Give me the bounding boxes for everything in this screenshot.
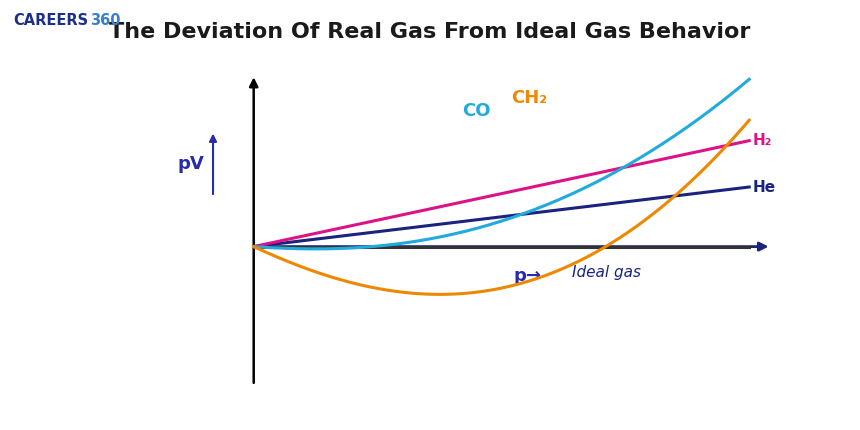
Text: The Deviation Of Real Gas From Ideal Gas Behavior: The Deviation Of Real Gas From Ideal Gas… <box>109 22 751 42</box>
Text: pV: pV <box>177 155 204 173</box>
Text: Ideal gas: Ideal gas <box>572 265 641 280</box>
Text: p→: p→ <box>513 267 541 286</box>
Text: CO: CO <box>462 102 490 120</box>
Text: CH₂: CH₂ <box>512 89 548 107</box>
Text: 360: 360 <box>90 13 120 28</box>
Text: CAREERS: CAREERS <box>13 13 88 28</box>
Text: H₂: H₂ <box>753 133 772 148</box>
Text: He: He <box>753 179 776 194</box>
